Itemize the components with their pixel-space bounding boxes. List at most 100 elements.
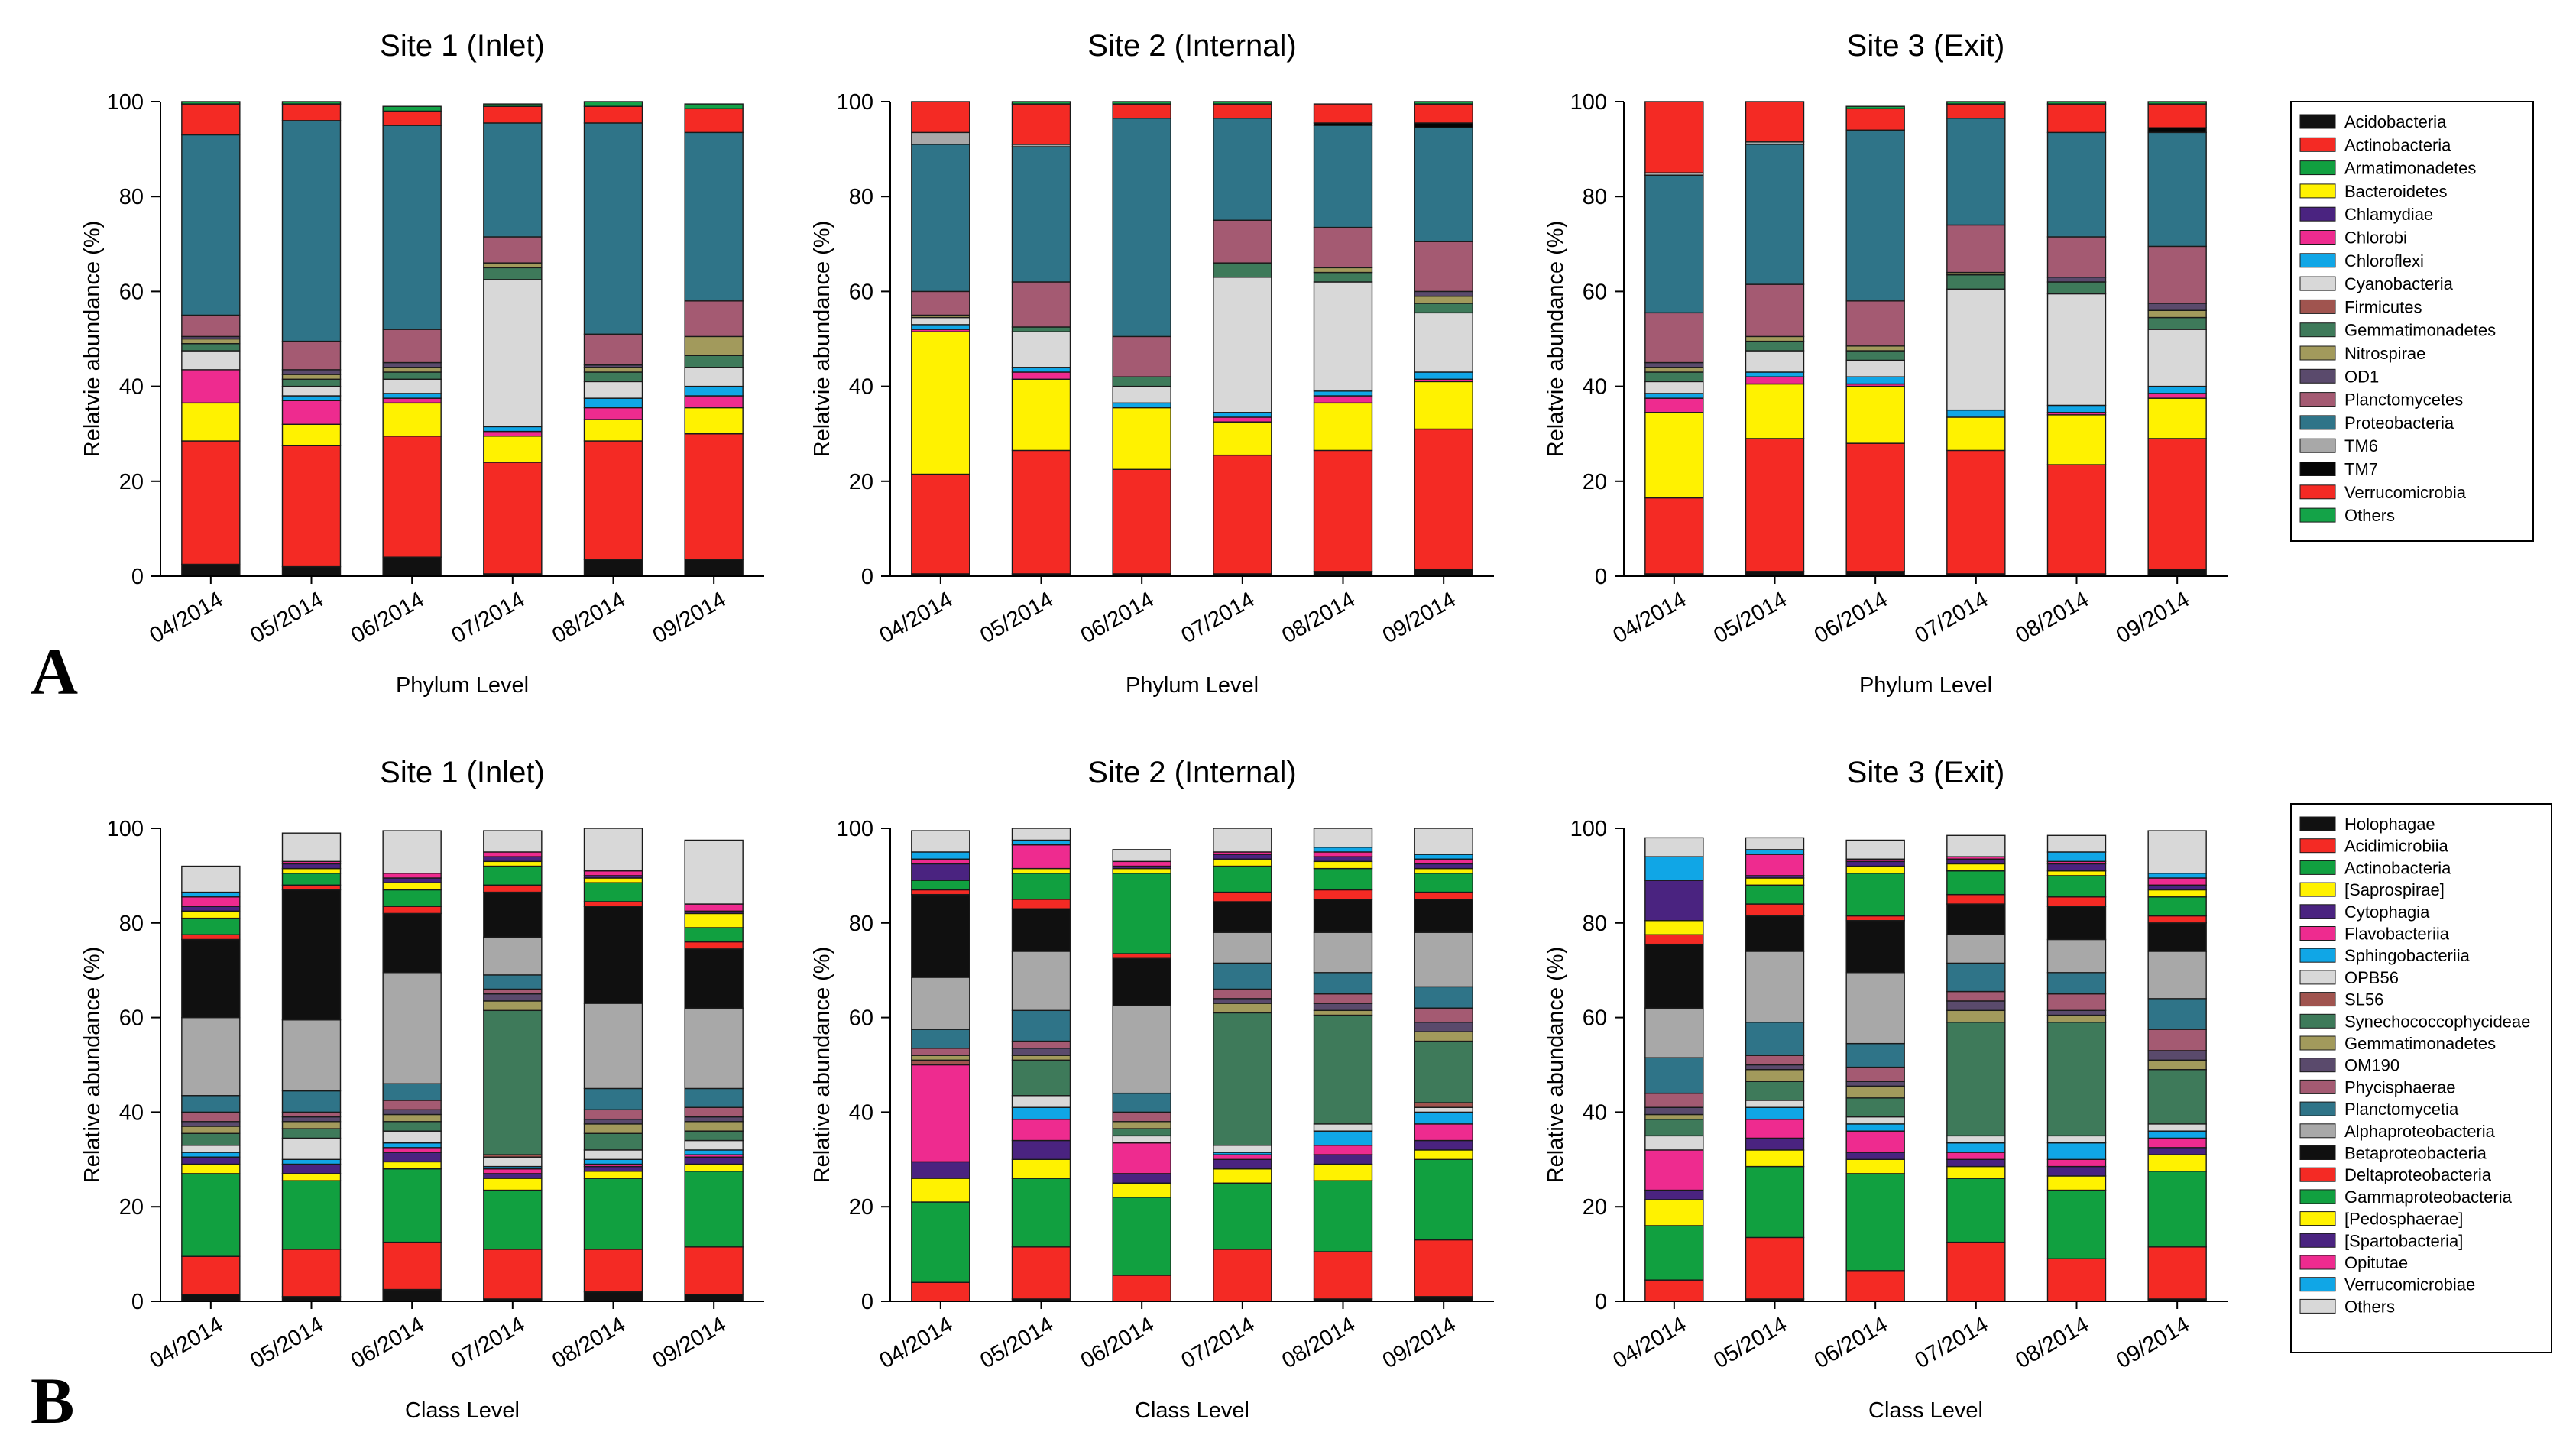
bar-segment bbox=[382, 371, 442, 380]
bar-stack bbox=[1946, 834, 2006, 1302]
bar-segment bbox=[281, 101, 342, 105]
bar-segment bbox=[1011, 281, 1071, 328]
legend-label: Betaproteobacteria bbox=[2344, 1144, 2487, 1163]
bar-segment bbox=[1213, 101, 1272, 105]
legend-label: Flavobacteriia bbox=[2344, 925, 2450, 944]
bar-segment bbox=[1213, 998, 1272, 1004]
bar-segment bbox=[583, 105, 643, 124]
bar-segment bbox=[483, 1009, 543, 1155]
bar-segment bbox=[2147, 1246, 2207, 1300]
y-axis-label: Relative abundance (%) bbox=[810, 947, 834, 1184]
bar-segment bbox=[684, 1139, 744, 1151]
bar-segment bbox=[684, 367, 744, 387]
bar-segment bbox=[2046, 938, 2107, 974]
bar-segment bbox=[483, 1000, 543, 1012]
bar-segment bbox=[1845, 1085, 1905, 1099]
bar-segment bbox=[911, 290, 970, 316]
bar-segment bbox=[1644, 1057, 1704, 1094]
bar-stack bbox=[281, 101, 342, 577]
bar-segment bbox=[1313, 851, 1373, 857]
y-tick-label: 60 bbox=[849, 1006, 873, 1031]
bar-segment bbox=[382, 361, 442, 368]
bar-segment bbox=[911, 1201, 970, 1283]
legend-item: Phycisphaerae bbox=[2299, 1077, 2456, 1097]
bar-segment bbox=[2147, 1154, 2207, 1172]
bar-stack bbox=[483, 830, 543, 1302]
bar-segment bbox=[281, 863, 342, 870]
bar-segment bbox=[2046, 1135, 2107, 1144]
bar-segment bbox=[1213, 1145, 1272, 1153]
x-tick-label: 08/2014 bbox=[2011, 1312, 2093, 1373]
x-tick-label: 04/2014 bbox=[146, 1312, 228, 1373]
y-tick-label: 80 bbox=[119, 185, 144, 209]
y-tick-label: 100 bbox=[107, 817, 144, 841]
bar-segment bbox=[1644, 174, 1704, 314]
legend-swatch bbox=[2299, 160, 2336, 176]
bar-segment bbox=[1313, 271, 1373, 283]
bar-segment bbox=[583, 1109, 643, 1120]
bar-segment bbox=[1313, 402, 1373, 452]
bar-segment bbox=[1313, 1123, 1373, 1132]
legend-label: Firmicutes bbox=[2344, 297, 2422, 316]
legend-label: Others bbox=[2344, 1297, 2395, 1316]
bar-segment bbox=[1213, 219, 1272, 264]
legend-swatch bbox=[2299, 1101, 2336, 1116]
x-tick-label: 07/2014 bbox=[448, 1312, 530, 1373]
bar-segment bbox=[583, 333, 643, 366]
panel-label-b: B bbox=[31, 1364, 74, 1437]
bar-segment bbox=[483, 974, 543, 990]
bar-segment bbox=[583, 1123, 643, 1134]
bar-segment bbox=[181, 917, 241, 935]
bar-segment bbox=[1414, 371, 1473, 380]
bar-segment bbox=[1946, 893, 2006, 905]
bar-stack bbox=[1946, 101, 2006, 577]
legend-item: Others bbox=[2299, 506, 2395, 525]
bar-segment bbox=[1112, 1135, 1171, 1144]
bar-segment bbox=[181, 440, 241, 565]
x-axis-label: Phylum Level bbox=[396, 673, 529, 698]
legend-item: Gammaproteobacteria bbox=[2299, 1187, 2513, 1207]
bar-segment bbox=[1845, 1066, 1905, 1082]
bar-segment bbox=[684, 433, 744, 560]
bar-segment bbox=[2046, 414, 2107, 465]
bar-segment bbox=[382, 393, 442, 399]
bar-segment bbox=[583, 906, 643, 1004]
bar-segment bbox=[382, 1121, 442, 1132]
bar-segment bbox=[1112, 873, 1171, 954]
bar-segment bbox=[1745, 144, 1805, 285]
x-tick-label: 08/2014 bbox=[2011, 587, 2093, 648]
bar-segment bbox=[1845, 1097, 1905, 1118]
charts-layer: Site 1 (Inlet) 0 20 40 60 80 100 04/2014 05/2014… bbox=[80, 29, 2228, 1423]
y-tick-label: 100 bbox=[837, 817, 873, 841]
bar-stack bbox=[684, 103, 744, 577]
bar-segment bbox=[1213, 1182, 1272, 1250]
bar-segment bbox=[1946, 934, 2006, 964]
bar-segment bbox=[583, 1158, 643, 1165]
bar-segment bbox=[911, 863, 970, 881]
bar-segment bbox=[1313, 226, 1373, 269]
bar-stack bbox=[1745, 101, 1805, 577]
bar-segment bbox=[1313, 1130, 1373, 1146]
bar-segment bbox=[1845, 345, 1905, 352]
bar-segment bbox=[1745, 854, 1805, 876]
bar-segment bbox=[1112, 1182, 1171, 1198]
legend-label: [Pedosphaerae] bbox=[2344, 1210, 2463, 1229]
bar-segment bbox=[1313, 1014, 1373, 1125]
x-tick-label: 08/2014 bbox=[1278, 1312, 1359, 1373]
x-tick-label: 09/2014 bbox=[1379, 1312, 1460, 1373]
bar-segment bbox=[2046, 464, 2107, 575]
bar-segment bbox=[1313, 856, 1373, 863]
bar-segment bbox=[911, 830, 970, 853]
bar-segment bbox=[281, 867, 342, 874]
bar-segment bbox=[684, 300, 744, 338]
bar-stack bbox=[1313, 103, 1373, 577]
bar-segment bbox=[583, 1087, 643, 1111]
y-tick-label: 40 bbox=[1583, 375, 1607, 400]
x-tick-label: 04/2014 bbox=[1609, 1312, 1691, 1373]
legend-label: Gemmatimonadetes bbox=[2344, 321, 2496, 340]
bar-segment bbox=[2147, 1059, 2207, 1071]
bar-segment bbox=[382, 830, 442, 874]
chart-title: Site 2 (Internal) bbox=[1087, 756, 1296, 789]
bar-segment bbox=[1112, 118, 1171, 338]
bar-segment bbox=[1011, 839, 1071, 846]
